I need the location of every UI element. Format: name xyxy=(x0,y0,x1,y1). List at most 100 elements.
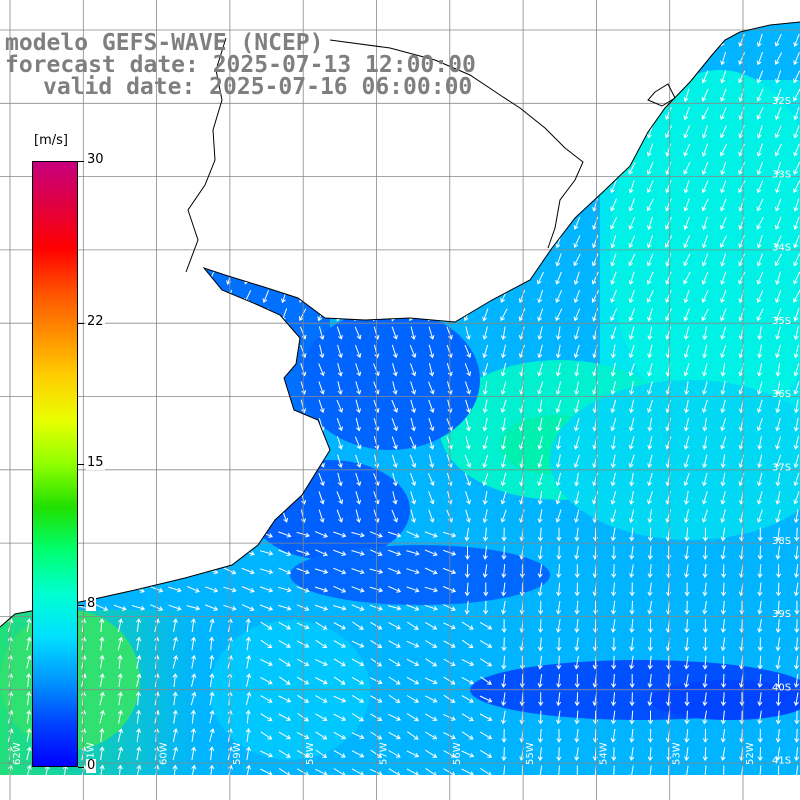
wind-arrow xyxy=(443,750,456,758)
wind-arrow xyxy=(24,143,32,157)
wind-arrow xyxy=(260,676,273,685)
wind-arrow xyxy=(99,764,105,775)
wind-arrow xyxy=(373,326,380,340)
wind-arrow xyxy=(738,235,745,249)
longitude-label: 59W xyxy=(232,742,243,765)
wind-arrow xyxy=(683,289,690,304)
wind-arrow xyxy=(555,253,562,267)
wind-arrow xyxy=(482,491,488,505)
wind-arrow xyxy=(427,235,434,249)
wind-arrow xyxy=(408,290,416,304)
wind-arrow xyxy=(351,658,365,667)
wind-arrow xyxy=(425,640,438,648)
wind-arrow xyxy=(702,765,708,775)
wind-arrow xyxy=(702,436,708,450)
wind-arrow xyxy=(574,564,580,579)
wind-arrow xyxy=(190,509,197,523)
wind-arrow xyxy=(574,381,580,396)
wind-arrow xyxy=(190,618,196,633)
wind-arrow xyxy=(537,637,543,652)
wind-arrow xyxy=(775,454,782,468)
wind-arrow xyxy=(647,710,654,725)
wind-arrow xyxy=(351,640,365,648)
wind-arrow xyxy=(793,674,799,688)
wind-arrow xyxy=(537,33,544,47)
wind-arrow xyxy=(701,509,708,523)
wind-arrow xyxy=(665,326,672,340)
wind-arrow xyxy=(171,180,178,194)
wind-arrow xyxy=(775,289,782,304)
wind-arrow xyxy=(756,180,764,194)
wind-arrow xyxy=(26,746,32,761)
wind-arrow xyxy=(793,344,799,359)
wind-arrow xyxy=(424,549,438,557)
wind-arrow xyxy=(335,271,343,285)
wind-arrow xyxy=(245,654,252,669)
wind-arrow xyxy=(721,655,727,670)
wind-arrow xyxy=(665,290,672,304)
wind-arrow xyxy=(703,784,707,797)
wind-arrow xyxy=(116,107,123,121)
wind-arrow xyxy=(190,472,197,487)
wind-arrow xyxy=(135,399,142,413)
wind-arrow xyxy=(701,491,708,505)
wind-arrow xyxy=(574,600,580,615)
wind-arrow xyxy=(428,362,435,377)
wind-arrow xyxy=(26,436,32,450)
wind-arrow xyxy=(351,568,365,575)
wind-arrow xyxy=(793,161,800,175)
wind-arrow xyxy=(99,491,105,505)
wind-arrow xyxy=(720,454,726,469)
wind-arrow xyxy=(353,107,361,120)
coastline xyxy=(0,21,800,628)
wind-arrow xyxy=(135,454,142,468)
wind-arrow xyxy=(390,106,397,121)
wind-arrow xyxy=(355,472,362,487)
wind-arrow xyxy=(135,509,142,523)
wind-arrow xyxy=(483,600,489,615)
wind-arrow xyxy=(793,655,800,670)
wind-arrow xyxy=(428,399,435,413)
wind-arrow xyxy=(793,271,800,285)
wind-arrow xyxy=(482,564,488,579)
wind-arrow xyxy=(610,125,618,139)
wind-arrow xyxy=(99,636,105,651)
wind-arrow xyxy=(610,600,616,615)
wind-arrow xyxy=(351,586,365,593)
wind-arrow xyxy=(370,658,383,667)
wind-arrow xyxy=(369,677,383,685)
wind-arrow xyxy=(79,180,86,194)
blue-zone-mid xyxy=(290,545,550,605)
latitude-label: 40S xyxy=(772,682,791,693)
wind-arrow xyxy=(500,253,507,267)
wind-arrow xyxy=(793,290,800,303)
latitude-label: 39S xyxy=(772,609,791,620)
wind-arrow xyxy=(628,143,636,157)
wind-arrow xyxy=(208,344,215,358)
wind-arrow xyxy=(702,472,708,487)
wind-arrow xyxy=(793,198,800,212)
wind-arrow xyxy=(225,162,234,175)
wind-arrow xyxy=(152,234,159,249)
wind-arrow xyxy=(683,271,691,285)
wind-arrow xyxy=(479,621,493,630)
wind-arrow xyxy=(463,107,471,120)
wind-arrow xyxy=(464,582,470,597)
wind-arrow xyxy=(117,654,123,669)
wind-arrow xyxy=(482,216,489,230)
wind-arrow xyxy=(136,764,142,775)
wind-arrow xyxy=(337,362,343,377)
wind-arrow xyxy=(189,308,196,322)
wind-arrow xyxy=(610,728,616,743)
wind-arrow xyxy=(519,655,525,670)
wind-arrow xyxy=(556,564,562,579)
wind-arrow xyxy=(628,162,636,175)
wind-arrow xyxy=(461,621,474,630)
wind-arrow xyxy=(573,33,581,47)
wind-arrow xyxy=(683,326,690,341)
wind-arrow xyxy=(574,655,580,670)
wind-arrow xyxy=(443,622,456,630)
wind-arrow xyxy=(574,399,580,414)
wind-arrow xyxy=(647,600,653,615)
wind-arrow xyxy=(702,564,708,579)
